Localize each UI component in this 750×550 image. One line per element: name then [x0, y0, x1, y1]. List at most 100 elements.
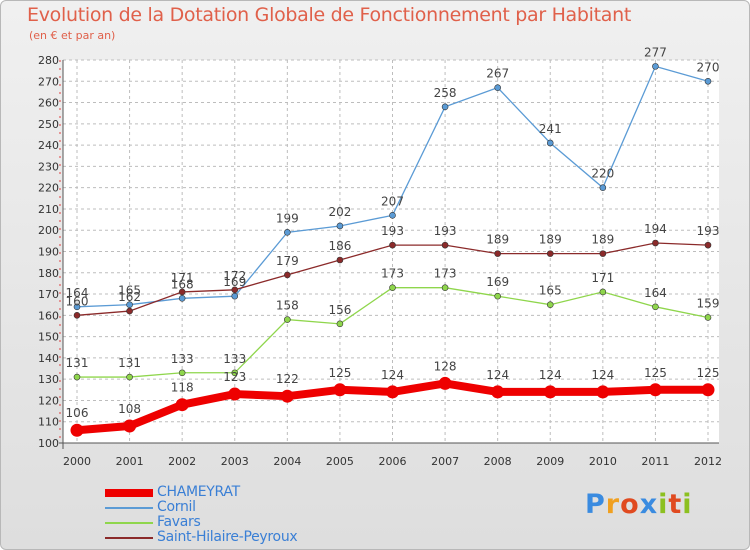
x-tick-label: 2004 — [273, 455, 301, 468]
logo-letter: x — [639, 489, 659, 520]
data-point-favars — [284, 316, 291, 323]
data-point-saint-hilaire-peyroux — [546, 250, 554, 257]
data-label-cornil: 241 — [539, 122, 562, 136]
y-tick-label: 160 — [38, 309, 59, 322]
data-point-favars — [546, 301, 554, 308]
y-tick-label: 250 — [38, 118, 59, 131]
data-point-chameyrat — [228, 387, 242, 401]
data-label-cornil: 169 — [223, 275, 246, 289]
data-label-saint-hilaire-peyroux: 189 — [539, 233, 562, 247]
data-label-chameyrat: 124 — [486, 368, 509, 382]
data-label-chameyrat: 118 — [171, 381, 194, 395]
data-point-favars — [231, 369, 239, 377]
data-point-cornil — [336, 222, 344, 230]
data-label-saint-hilaire-peyroux: 186 — [328, 239, 351, 253]
data-label-cornil: 258 — [434, 86, 457, 100]
data-label-saint-hilaire-peyroux: 162 — [118, 290, 141, 304]
legend-swatch-cornil — [105, 506, 153, 509]
x-tick-label: 2003 — [221, 455, 249, 468]
data-point-chameyrat — [701, 383, 715, 397]
data-label-chameyrat: 128 — [434, 359, 457, 373]
y-tick-label: 210 — [38, 203, 59, 216]
data-label-chameyrat: 122 — [276, 372, 299, 386]
y-tick-label: 110 — [38, 416, 59, 429]
data-label-chameyrat: 106 — [66, 406, 89, 420]
data-point-favars — [178, 369, 186, 377]
data-label-cornil: 168 — [171, 277, 194, 291]
data-point-cornil — [284, 229, 291, 236]
data-point-cornil — [599, 184, 607, 191]
data-point-chameyrat — [175, 398, 189, 412]
data-point-favars — [494, 292, 501, 300]
data-label-cornil: 220 — [591, 167, 614, 181]
data-label-saint-hilaire-peyroux: 189 — [486, 233, 509, 247]
data-point-chameyrat — [333, 383, 347, 397]
data-label-favars: 173 — [434, 267, 457, 281]
logo-letter: o — [620, 489, 640, 520]
legend-swatch-chameyrat — [105, 488, 153, 497]
data-point-chameyrat — [386, 385, 399, 399]
data-point-saint-hilaire-peyroux — [73, 312, 81, 319]
y-tick-label: 150 — [38, 331, 59, 344]
data-label-cornil: 164 — [66, 286, 89, 300]
data-point-cornil — [652, 63, 659, 70]
logo-letter: r — [605, 489, 621, 520]
data-point-saint-hilaire-peyroux — [441, 241, 449, 249]
data-label-saint-hilaire-peyroux: 160 — [66, 294, 89, 308]
data-point-saint-hilaire-peyroux — [389, 241, 396, 249]
y-tick-label: 230 — [38, 160, 59, 173]
data-label-chameyrat: 123 — [223, 370, 246, 384]
x-tick-label: 2010 — [589, 455, 617, 468]
y-tick-label: 180 — [38, 267, 59, 280]
logo-letter: t — [668, 489, 683, 520]
data-label-favars: 169 — [486, 275, 509, 289]
y-tick-label: 130 — [38, 373, 59, 386]
y-tick-label: 120 — [38, 394, 59, 407]
x-tick-label: 2001 — [116, 455, 144, 468]
data-point-favars — [599, 288, 607, 296]
x-tick-label: 2002 — [168, 455, 196, 468]
legend-item-cornil: Cornil — [105, 500, 297, 515]
data-point-chameyrat — [70, 423, 84, 437]
data-label-cornil: 267 — [486, 67, 509, 81]
data-point-chameyrat — [123, 419, 137, 433]
x-tick-label: 2005 — [326, 455, 354, 468]
y-tick-label: 240 — [38, 139, 59, 152]
data-point-saint-hilaire-peyroux — [284, 271, 291, 279]
data-label-chameyrat: 108 — [118, 402, 141, 416]
y-tick-label: 100 — [38, 437, 59, 450]
chart-subtitle: (en € et par an) — [29, 29, 116, 42]
data-point-cornil — [494, 84, 501, 91]
data-label-favars: 173 — [381, 267, 404, 281]
data-label-chameyrat: 124 — [591, 368, 614, 382]
data-label-favars: 156 — [328, 303, 351, 317]
data-point-cornil — [546, 139, 554, 147]
data-point-cornil — [126, 301, 133, 308]
data-point-favars — [389, 284, 396, 291]
data-label-favars: 131 — [118, 356, 141, 370]
y-tick-label: 220 — [38, 182, 59, 195]
legend: CHAMEYRAT Cornil Favars Saint-Hilaire-Pe… — [105, 485, 298, 545]
x-tick-label: 2011 — [641, 455, 669, 468]
data-label-cornil: 165 — [118, 284, 141, 298]
data-point-saint-hilaire-peyroux — [704, 241, 712, 249]
data-label-saint-hilaire-peyroux: 172 — [223, 269, 246, 283]
x-tick-label: 2006 — [379, 455, 407, 468]
y-tick-label: 280 — [38, 54, 59, 67]
data-point-saint-hilaire-peyroux — [336, 256, 344, 264]
data-point-saint-hilaire-peyroux — [652, 239, 659, 247]
x-tick-label: 2000 — [63, 455, 91, 468]
legend-swatch-favars — [105, 521, 153, 524]
data-point-favars — [73, 373, 81, 381]
y-tick-label: 170 — [38, 288, 59, 301]
data-label-cornil: 270 — [697, 60, 720, 74]
data-point-favars — [126, 373, 133, 381]
data-point-cornil — [231, 292, 239, 300]
x-tick-label: 2009 — [536, 455, 564, 468]
data-label-chameyrat: 125 — [697, 366, 720, 380]
legend-label-favars: Favars — [157, 514, 201, 530]
data-label-favars: 133 — [223, 352, 246, 366]
data-label-favars: 165 — [539, 284, 562, 298]
data-point-saint-hilaire-peyroux — [494, 250, 501, 257]
